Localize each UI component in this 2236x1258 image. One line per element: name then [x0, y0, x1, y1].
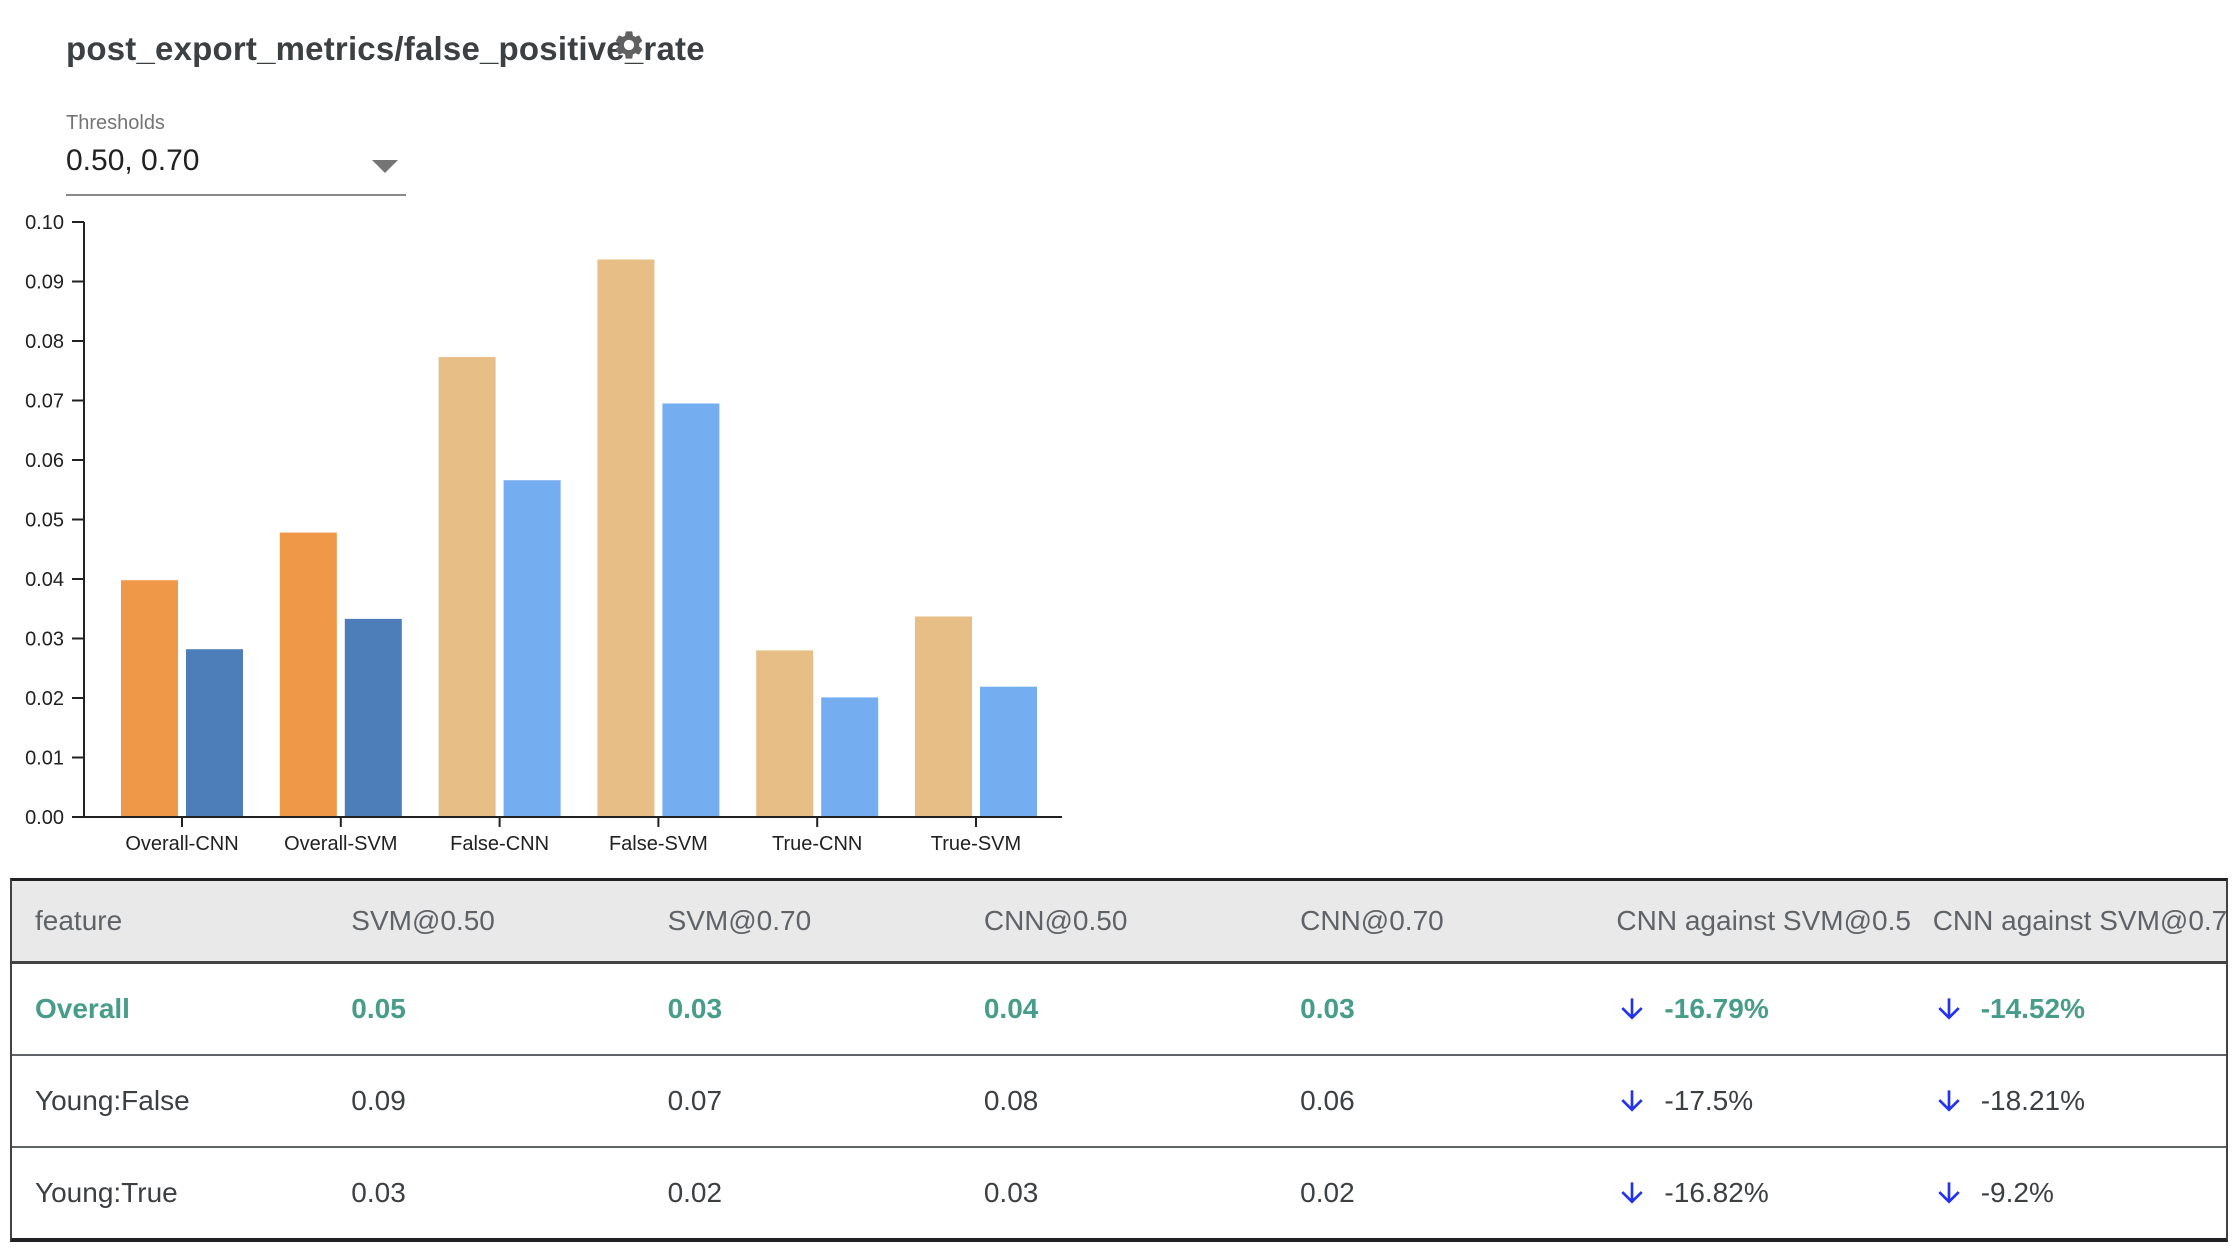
bar: [186, 649, 243, 817]
table-column-header: SVM@0.70: [667, 905, 812, 936]
bar: [121, 580, 178, 817]
comparison-value: -17.5%: [1664, 1085, 1754, 1116]
thresholds-label: Thresholds: [66, 112, 165, 134]
metric-cell: 0.02: [667, 1177, 723, 1208]
thresholds-value: 0.50, 0.70: [66, 144, 200, 177]
table-column-header: CNN@0.70: [1300, 905, 1444, 936]
comparison-value: -14.52%: [1980, 993, 2085, 1024]
feature-cell: Young:False: [35, 1085, 190, 1116]
metric-cell: 0.06: [1300, 1085, 1355, 1116]
table-column-header: feature: [35, 905, 123, 936]
feature-cell: Overall: [35, 993, 130, 1024]
bar: [597, 259, 655, 817]
x-axis-label: Overall-CNN: [125, 833, 238, 855]
bar: [662, 403, 720, 817]
comparison-cell: -14.52%: [1910, 993, 2226, 1025]
metric-cell: 0.07: [667, 1085, 723, 1116]
table-header-row: feature SVM@0.50 SVM@0.70 CNN@0.50 CNN@0.70 C…: [12, 881, 2226, 964]
y-axis-label: 0.01: [25, 748, 64, 770]
bar: [503, 480, 561, 817]
table-column-header: CNN against SVM@0.50: [1616, 905, 1910, 936]
bar: [279, 532, 337, 817]
comparison-value: -9.2%: [1980, 1177, 2054, 1208]
thresholds-dropdown[interactable]: Thresholds 0.50, 0.70: [66, 112, 406, 196]
comparison-value: -16.79%: [1664, 993, 1769, 1024]
y-axis-label: 0.02: [25, 688, 64, 710]
metric-cell: 0.03: [667, 993, 723, 1024]
y-axis-label: 0.05: [25, 510, 64, 532]
x-axis-label: True-SVM: [931, 833, 1021, 855]
bar-chart: 0.00 0.01 0.02 0.03 0.04 0.05 0.06 0.07 0.08 0.09…: [25, 212, 1062, 855]
y-axis-label: 0.06: [25, 450, 64, 472]
down-arrow-icon: [1938, 1182, 1960, 1204]
bar: [756, 650, 814, 817]
table-column-header: SVM@0.50: [351, 905, 495, 936]
metric-cell: 0.03: [983, 1177, 1039, 1208]
down-arrow-icon: [1938, 998, 1960, 1020]
comparison-cell: -16.79%: [1593, 993, 1909, 1025]
y-axis-label: 0.10: [25, 212, 64, 234]
y-axis-label: 0.07: [25, 391, 64, 413]
table-row: Overall 0.05 0.03 0.04 0.03 -16.79% -14.52%: [12, 964, 2226, 1054]
gear-icon: [615, 31, 643, 59]
y-axis-label: 0.04: [25, 569, 64, 591]
x-axis-label: Overall-SVM: [284, 833, 397, 855]
bar: [344, 618, 402, 817]
comparison-cell: -9.2%: [1910, 1177, 2226, 1209]
metric-cell: 0.04: [983, 993, 1039, 1024]
metric-cell: 0.02: [1300, 1177, 1355, 1208]
down-arrow-icon: [1938, 1090, 1960, 1112]
y-axis-label: 0.00: [25, 807, 64, 829]
bar: [980, 686, 1037, 817]
x-axis-label: True-CNN: [772, 833, 862, 855]
metric-cell: 0.05: [351, 993, 406, 1024]
metric-cell: 0.03: [351, 1177, 406, 1208]
down-arrow-icon: [1621, 1090, 1644, 1112]
comparison-value: -16.82%: [1664, 1177, 1769, 1208]
table-column-header: CNN@0.50: [983, 905, 1128, 936]
bar: [821, 697, 879, 817]
metric-cell: 0.09: [351, 1085, 406, 1116]
table-column-header: CNN against SVM@0.70: [1932, 905, 2226, 936]
page-title: post_export_metrics/false_positive_rate: [66, 30, 705, 67]
down-arrow-icon: [1621, 998, 1644, 1020]
down-arrow-icon: [1621, 1182, 1644, 1204]
x-axis-label: False-CNN: [450, 833, 549, 855]
table-row: Young:True 0.03 0.02 0.03 0.02 -16.82% -9.2%: [12, 1146, 2226, 1238]
x-axis-label: False-SVM: [609, 833, 708, 855]
comparison-cell: -17.5%: [1593, 1085, 1909, 1117]
comparison-value: -18.21%: [1980, 1085, 2085, 1116]
metrics-table: feature SVM@0.50 SVM@0.70 CNN@0.50 CNN@0.70 C…: [10, 878, 2228, 1242]
dropdown-underline: [66, 194, 406, 196]
chevron-down-icon: [372, 160, 398, 173]
settings-button[interactable]: [612, 28, 646, 62]
comparison-cell: -18.21%: [1910, 1085, 2226, 1117]
y-axis-label: 0.09: [25, 272, 64, 294]
bar: [438, 357, 496, 817]
metric-cell: 0.03: [1300, 993, 1355, 1024]
table-row: Young:False 0.09 0.07 0.08 0.06 -17.5% -18.21%: [12, 1054, 2226, 1146]
feature-cell: Young:True: [35, 1177, 178, 1208]
comparison-cell: -16.82%: [1593, 1177, 1909, 1209]
y-axis-label: 0.08: [25, 331, 64, 353]
metric-cell: 0.08: [983, 1085, 1039, 1116]
bar: [915, 616, 972, 817]
y-axis-label: 0.03: [25, 629, 64, 651]
